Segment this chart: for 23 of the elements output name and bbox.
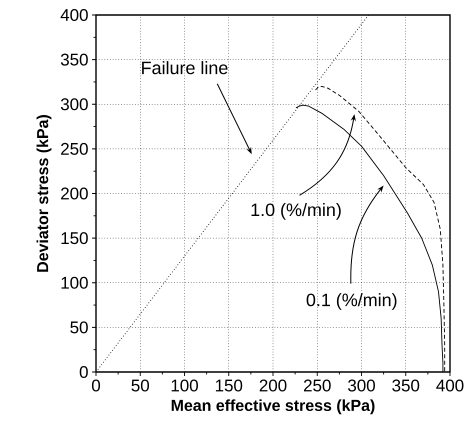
annotation: 0.1 (%/min) (306, 293, 396, 310)
x-tick-label: 350 (392, 380, 420, 392)
x-tick-label: 150 (216, 380, 242, 392)
annotation: 1.0 (%/min) (252, 202, 341, 220)
x-axis-title: Mean effective stress (kPa) (172, 399, 374, 414)
x-tick-label: 250 (304, 380, 331, 392)
y-tick-label: 200 (61, 188, 88, 200)
x-tick-label: 0 (92, 380, 100, 392)
y-tick-label: 250 (61, 142, 88, 155)
y-tick-label: 0 (80, 366, 88, 378)
x-tick-label: 300 (348, 380, 375, 392)
y-tick-label: 100 (62, 276, 88, 289)
annotation: Failure line (142, 61, 228, 74)
y-tick-label: 50 (70, 321, 88, 334)
y-tick-label: 400 (60, 9, 88, 21)
y-tick-label: 350 (60, 54, 88, 66)
x-tick-label: 400 (436, 380, 464, 392)
y-tick-label: 300 (60, 98, 88, 110)
x-tick-label: 50 (132, 380, 150, 392)
y-tick-label: 150 (62, 232, 88, 244)
y-axis-title: Deviator stress (kPa) (36, 115, 52, 272)
x-tick-label: 200 (260, 380, 286, 392)
x-tick-label: 100 (172, 380, 198, 392)
